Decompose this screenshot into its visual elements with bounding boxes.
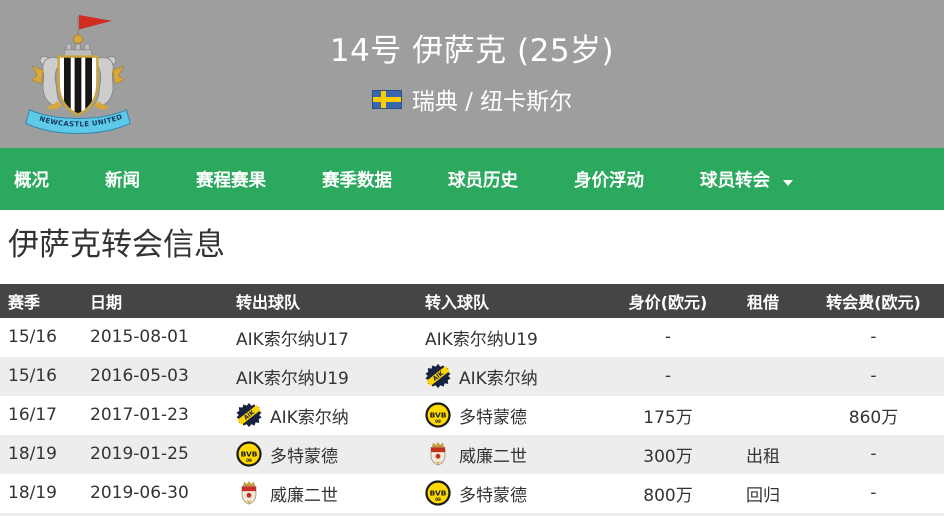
page-title: 伊萨克转会信息 (8, 227, 225, 263)
team-name: 多特蒙德 (459, 485, 527, 506)
cell-date: 2019-01-25 (90, 444, 189, 464)
cell-to-team: 威廉二世 (417, 435, 613, 474)
column-header-from-team: 转出球队 (236, 292, 301, 312)
column-header-loan: 租借 (746, 292, 779, 312)
column-header-season: 赛季 (8, 292, 41, 312)
column-header-market-value: 身价(欧元) (628, 292, 708, 312)
cell-date: 2016-05-03 (90, 366, 189, 386)
player-nationality-club: 瑞典 / 纽卡斯尔 (411, 89, 573, 116)
cell-from-team: AIK索尔纳 (228, 396, 417, 435)
nav-item-fixtures-results[interactable]: 赛程赛果 (196, 170, 266, 191)
cell-market-value: 175万 (643, 407, 693, 428)
cell-fee: 860万 (848, 407, 899, 428)
nav-item-news[interactable]: 新闻 (105, 170, 140, 191)
player-header: NEWCASTLE UNITED 14号 伊萨克 (25岁) 瑞典 / 纽卡斯尔 (0, 0, 944, 148)
nav-item-transfers[interactable]: 球员转会 (700, 167, 793, 192)
team-name: AIK索尔纳U19 (236, 368, 349, 389)
cell-from-team: 威廉二世 (228, 474, 417, 513)
column-header-to-team: 转入球队 (425, 292, 490, 312)
cell-fee: - (870, 366, 877, 386)
nav-item-player-history[interactable]: 球员历史 (448, 170, 518, 191)
table-row: 15/16 2016-05-03 AIK索尔纳U19 AIK索尔纳 - - (0, 356, 944, 396)
nav-item-overview[interactable]: 概况 (14, 170, 49, 191)
cell-season: 15/16 (8, 366, 57, 386)
sweden-flag-icon (371, 89, 402, 109)
next-row-strip (0, 512, 944, 516)
cell-fee: - (870, 327, 877, 347)
transfer-table: 赛季 日期 转出球队 转入球队 身价(欧元) 租借 转会费(欧元) 15/16 … (0, 283, 944, 513)
cell-from-team: AIK索尔纳U17 (228, 318, 417, 357)
aik-solna-logo-icon (236, 402, 262, 428)
cell-fee: - (870, 483, 877, 503)
cell-from-team: 多特蒙德 (228, 435, 417, 474)
cell-loan: 回归 (746, 485, 780, 506)
borussia-dortmund-logo-icon (425, 402, 451, 428)
main-nav: 概况 新闻 赛程赛果 赛季数据 球员历史 身价浮动 球员转会 (0, 148, 944, 210)
willem-ii-logo-icon (236, 480, 262, 506)
cell-loan: 出租 (746, 446, 780, 467)
cell-loan (723, 357, 803, 396)
team-name: 威廉二世 (270, 485, 338, 506)
team-name: AIK索尔纳U19 (425, 329, 538, 350)
cell-season: 16/17 (8, 405, 57, 425)
borussia-dortmund-logo-icon (236, 441, 262, 467)
team-name: 威廉二世 (459, 446, 527, 467)
table-header-row: 赛季 日期 转出球队 转入球队 身价(欧元) 租借 转会费(欧元) (0, 283, 944, 318)
cell-date: 2019-06-30 (90, 483, 189, 503)
cell-to-team: 多特蒙德 (417, 396, 613, 435)
nav-item-value-history[interactable]: 身价浮动 (574, 170, 644, 191)
main-content: 伊萨克转会信息 赛季 日期 转出球队 转入球队 身价(欧元) 租借 转会费(欧元… (0, 222, 944, 516)
team-name: 多特蒙德 (459, 407, 527, 428)
cell-fee: - (870, 444, 877, 464)
cell-market-value: - (664, 327, 672, 347)
cell-market-value: 300万 (643, 446, 693, 467)
cell-to-team: AIK索尔纳 (417, 357, 613, 396)
column-header-date: 日期 (90, 292, 123, 312)
aik-solna-logo-icon (425, 363, 451, 389)
cell-market-value: 800万 (643, 485, 693, 506)
player-title: 14号 伊萨克 (25岁) (329, 33, 615, 69)
cell-to-team: 多特蒙德 (417, 474, 613, 513)
cell-loan (723, 318, 803, 357)
newcastle-united-crest-icon: NEWCASTLE UNITED (25, 15, 131, 134)
cell-loan (723, 396, 803, 435)
table-row: 18/19 2019-01-25 多特蒙德 威廉二世 300万 出租 - (0, 434, 944, 474)
cell-season: 18/19 (8, 444, 57, 464)
team-name: AIK索尔纳 (459, 368, 538, 389)
chevron-down-icon (783, 179, 793, 186)
table-row: 15/16 2015-08-01 AIK索尔纳U17 AIK索尔纳U19 - - (0, 317, 944, 357)
cell-season: 15/16 (8, 327, 57, 347)
borussia-dortmund-logo-icon (425, 480, 451, 506)
column-header-fee: 转会费(欧元) (826, 292, 921, 312)
nav-item-season-stats[interactable]: 赛季数据 (322, 170, 392, 191)
table-row: 18/19 2019-06-30 威廉二世 多特蒙德 800万 回归 - (0, 473, 944, 513)
cell-to-team: AIK索尔纳U19 (417, 318, 613, 357)
cell-date: 2015-08-01 (90, 327, 189, 347)
team-name: 多特蒙德 (270, 446, 338, 467)
cell-market-value: - (664, 366, 672, 386)
cell-from-team: AIK索尔纳U19 (228, 357, 417, 396)
player-subtitle: 瑞典 / 纽卡斯尔 (0, 82, 944, 116)
table-row: 16/17 2017-01-23 AIK索尔纳 多特蒙德 175万 860万 (0, 395, 944, 435)
nav-item-transfers-label: 球员转会 (700, 170, 770, 191)
willem-ii-logo-icon (425, 441, 451, 467)
team-name: AIK索尔纳U17 (236, 329, 349, 350)
cell-date: 2017-01-23 (90, 405, 189, 425)
cell-season: 18/19 (8, 483, 57, 503)
team-name: AIK索尔纳 (270, 407, 349, 428)
